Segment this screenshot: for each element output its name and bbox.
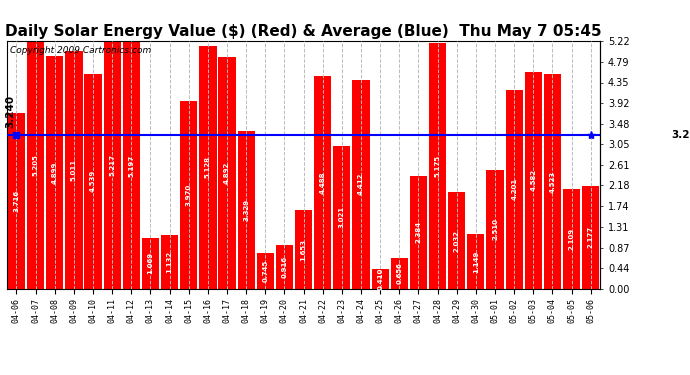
Text: 5.197: 5.197	[128, 154, 135, 177]
Bar	[8, 112, 25, 289]
Bar	[180, 100, 197, 289]
Text: 3.970: 3.970	[186, 183, 192, 206]
Text: 5.128: 5.128	[205, 156, 211, 178]
Bar	[27, 42, 44, 289]
Title: Daily Solar Energy Value ($) (Red) & Average (Blue)  Thu May 7 05:45: Daily Solar Energy Value ($) (Red) & Ave…	[6, 24, 602, 39]
Text: 4.412: 4.412	[358, 173, 364, 195]
Text: 2.384: 2.384	[415, 221, 422, 243]
Text: 4.488: 4.488	[319, 171, 326, 194]
Bar	[563, 189, 580, 289]
Text: 3.240: 3.240	[671, 130, 690, 140]
Bar	[353, 80, 370, 289]
Bar	[544, 74, 561, 289]
Bar	[582, 186, 600, 289]
Text: 2.177: 2.177	[588, 226, 593, 248]
Bar	[391, 258, 408, 289]
Bar	[161, 235, 178, 289]
Bar	[219, 57, 236, 289]
Text: 0.916: 0.916	[282, 256, 288, 278]
Text: 3.329: 3.329	[243, 199, 249, 221]
Text: 4.523: 4.523	[549, 171, 555, 193]
Bar	[467, 234, 484, 289]
Text: 5.011: 5.011	[71, 159, 77, 181]
Bar	[506, 90, 523, 289]
Bar	[295, 210, 312, 289]
Text: 1.653: 1.653	[301, 238, 306, 261]
Bar	[410, 176, 427, 289]
Text: 0.410: 0.410	[377, 268, 383, 290]
Bar	[104, 41, 121, 289]
Bar	[199, 46, 217, 289]
Text: 4.539: 4.539	[90, 170, 96, 192]
Text: 1.149: 1.149	[473, 251, 479, 273]
Text: 5.217: 5.217	[109, 154, 115, 176]
Bar	[333, 146, 351, 289]
Text: 5.205: 5.205	[32, 154, 39, 176]
Text: Copyright 2009 Cartronics.com: Copyright 2009 Cartronics.com	[10, 46, 151, 55]
Text: 4.892: 4.892	[224, 162, 230, 184]
Bar	[314, 76, 331, 289]
Bar	[46, 57, 63, 289]
Bar	[486, 170, 504, 289]
Text: 4.201: 4.201	[511, 178, 518, 200]
Bar	[429, 44, 446, 289]
Text: 2.109: 2.109	[569, 228, 575, 250]
Bar	[257, 254, 274, 289]
Bar	[142, 238, 159, 289]
Text: 1.132: 1.132	[166, 251, 172, 273]
Text: 2.032: 2.032	[454, 230, 460, 252]
Text: 3.240: 3.240	[6, 95, 16, 128]
Bar	[84, 74, 101, 289]
Text: 2.510: 2.510	[492, 218, 498, 240]
Text: 0.656: 0.656	[396, 262, 402, 284]
Bar	[123, 42, 140, 289]
Bar	[66, 51, 83, 289]
Text: 3.716: 3.716	[14, 190, 19, 212]
Bar	[448, 192, 465, 289]
Bar	[237, 131, 255, 289]
Text: 4.899: 4.899	[52, 161, 58, 184]
Text: 0.745: 0.745	[262, 260, 268, 282]
Bar	[371, 269, 388, 289]
Text: 3.021: 3.021	[339, 206, 345, 228]
Text: 4.582: 4.582	[531, 169, 536, 191]
Text: 5.175: 5.175	[435, 155, 441, 177]
Bar	[524, 72, 542, 289]
Bar	[276, 245, 293, 289]
Text: 1.069: 1.069	[148, 252, 153, 274]
